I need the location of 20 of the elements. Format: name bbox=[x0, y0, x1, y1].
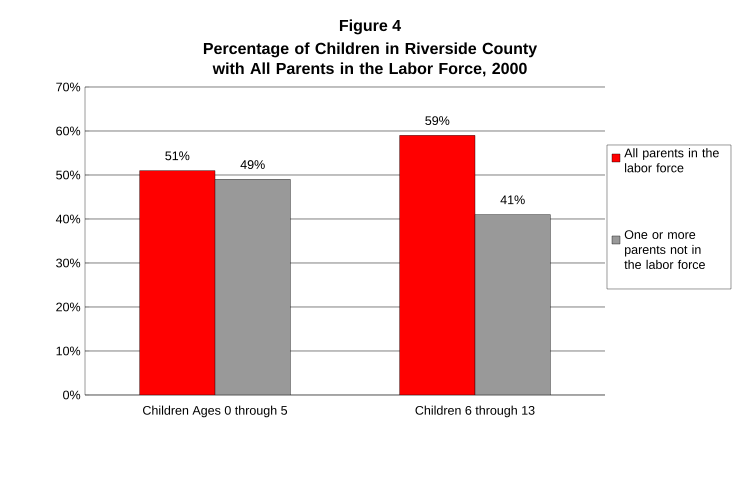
y-tick-label: 60% bbox=[56, 126, 80, 136]
x-tick-label: Children 6 through 13 bbox=[416, 406, 535, 418]
y-tick-label: 10% bbox=[56, 346, 80, 356]
data-label: 51% bbox=[165, 151, 190, 160]
y-tick-label: 0% bbox=[63, 390, 80, 400]
legend-label: One or more parents not in the labor force bbox=[624, 230, 705, 270]
chart-title: Figure 4 bbox=[340, 19, 402, 34]
y-tick-label: 40% bbox=[56, 214, 80, 224]
data-label: 59% bbox=[425, 116, 450, 126]
y-tick-label: 20% bbox=[56, 302, 80, 312]
bar bbox=[139, 170, 216, 395]
chart-subtitle: Percentage of Children in Riverside County with All Parents in the Labor Force, 2000 bbox=[204, 42, 538, 76]
data-label: 41% bbox=[500, 195, 525, 204]
legend-label: All parents in the labor force bbox=[624, 148, 719, 172]
y-tick-label: 70% bbox=[56, 82, 80, 92]
bar bbox=[399, 135, 476, 395]
data-label: 49% bbox=[240, 160, 265, 170]
y-tick-label: 50% bbox=[56, 170, 80, 180]
y-tick-label: 30% bbox=[56, 258, 80, 268]
x-tick-label: Children Ages 0 through 5 bbox=[143, 406, 288, 418]
